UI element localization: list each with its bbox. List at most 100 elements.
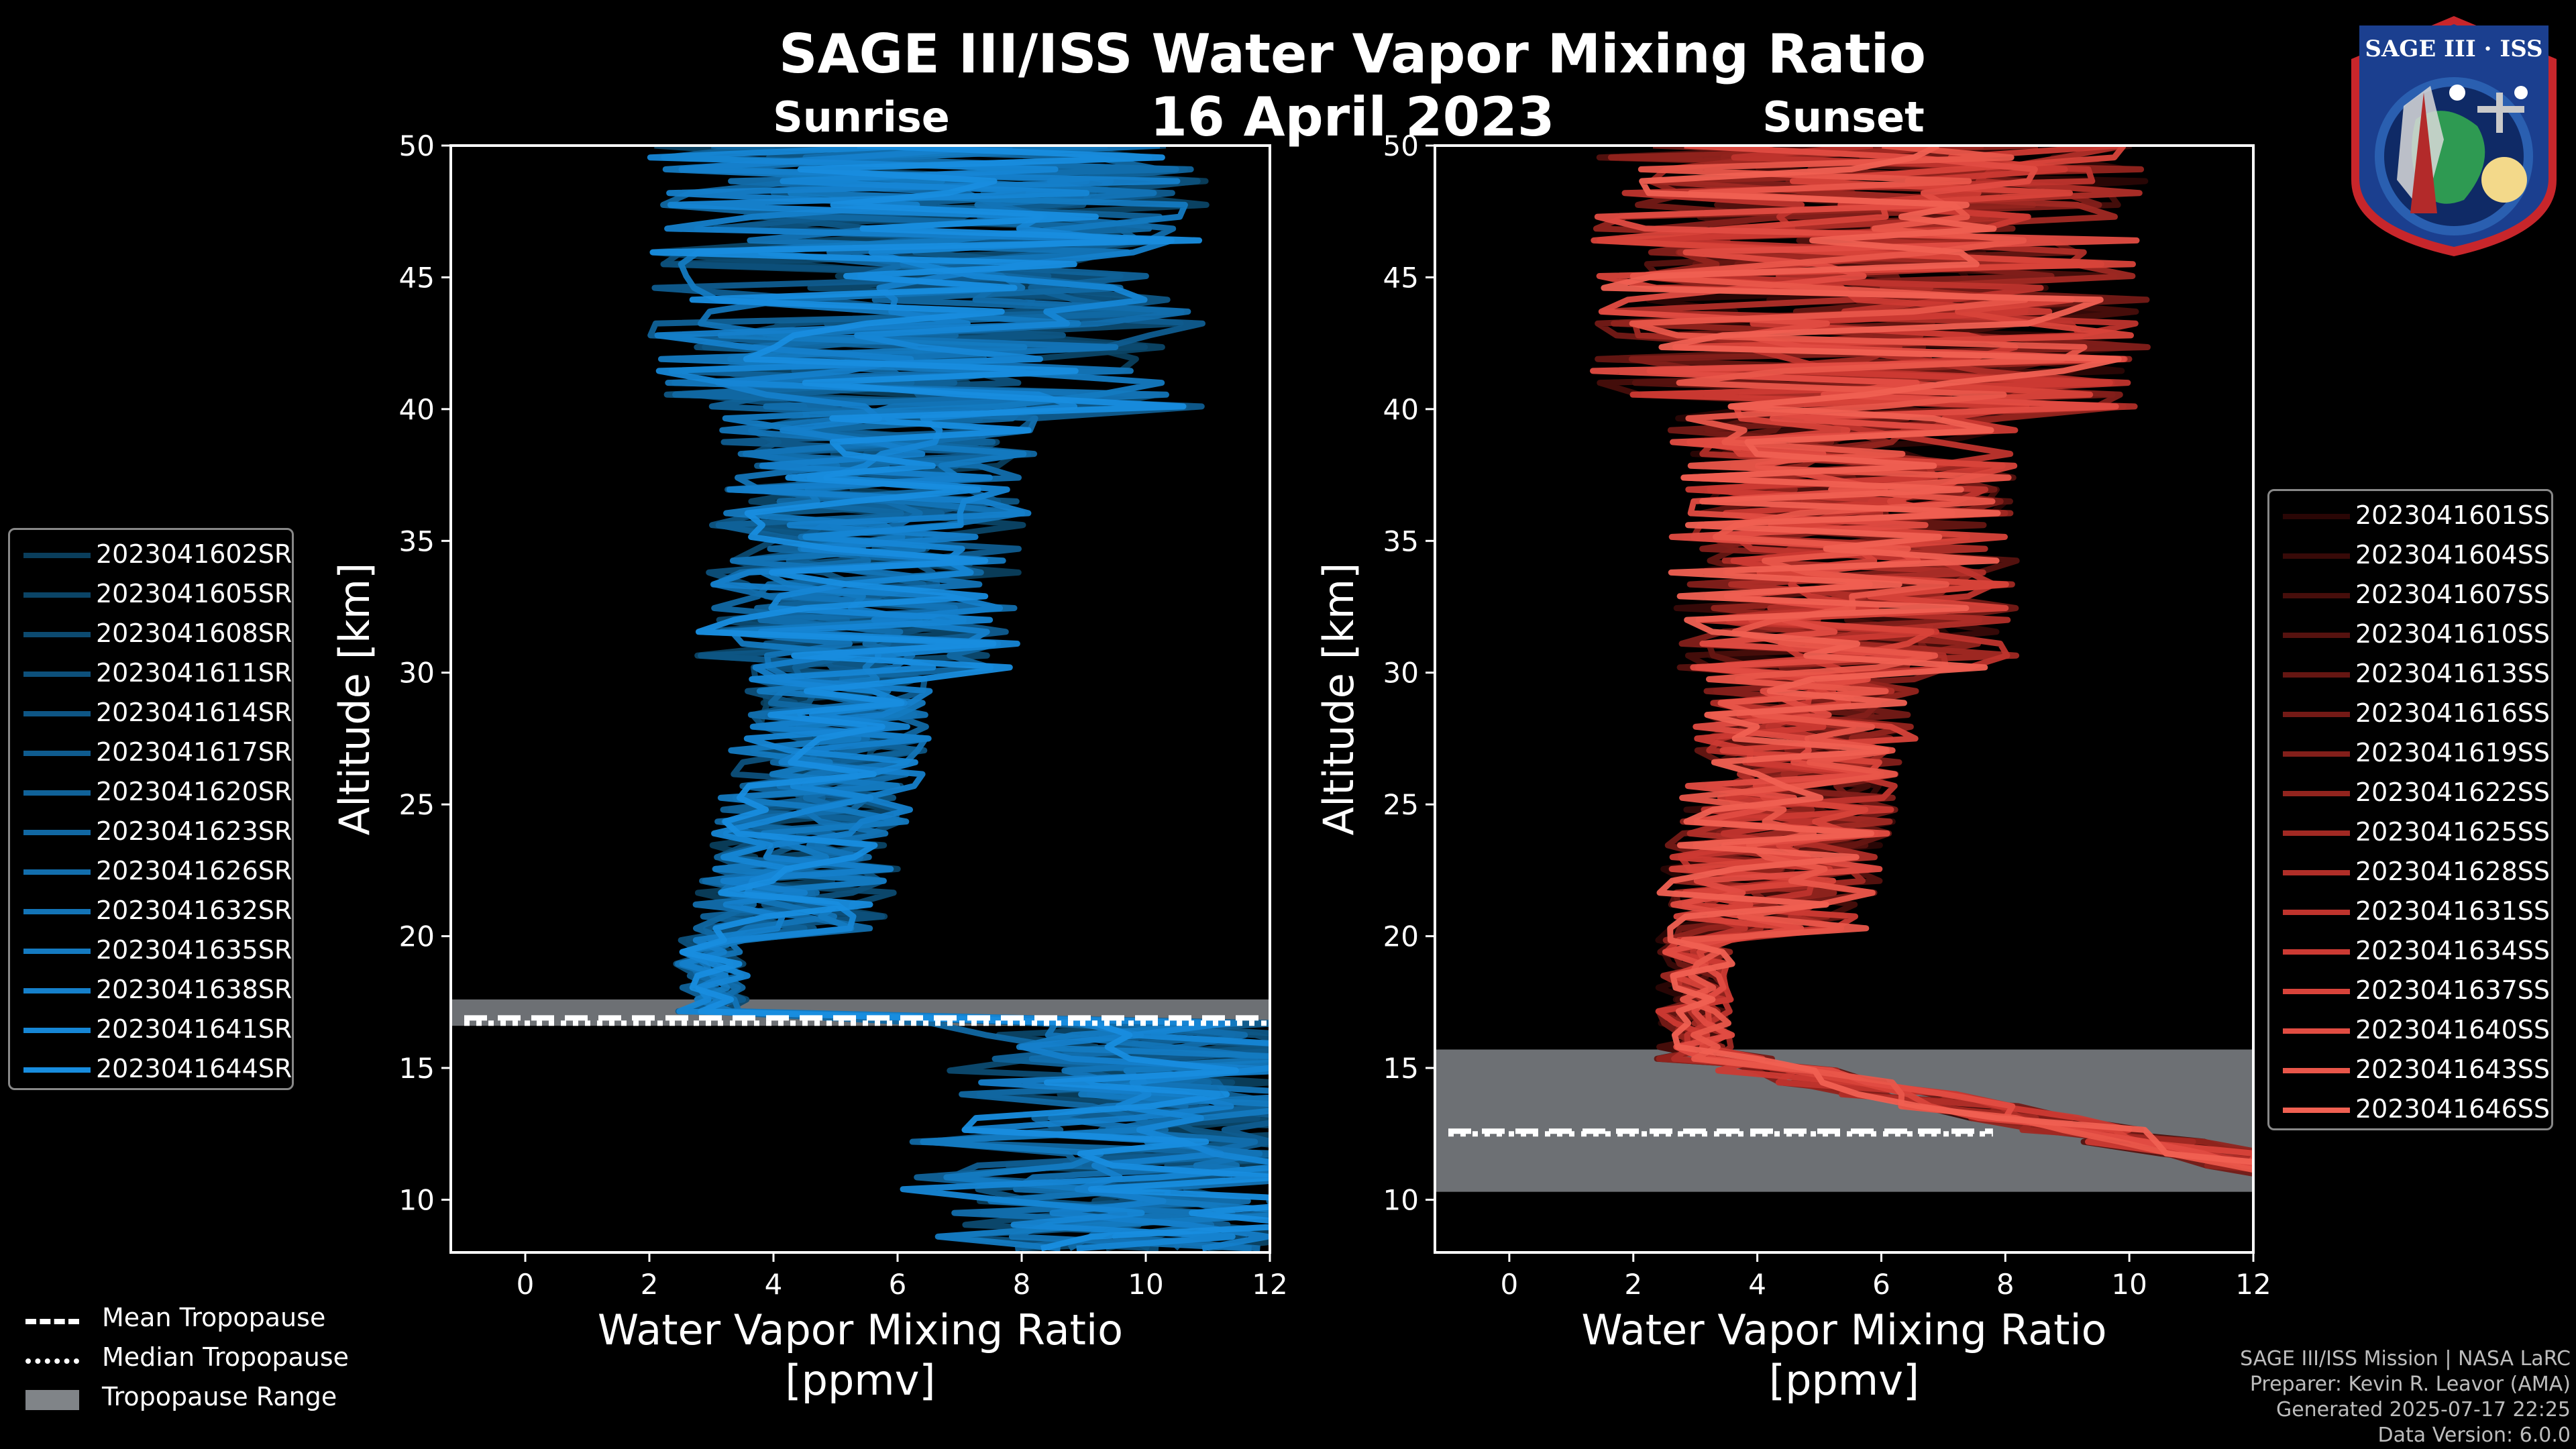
tropopause-legend-swatch-dotted: [25, 1358, 79, 1364]
sr-xtick-label-10: 10: [1128, 1268, 1163, 1301]
ss-profiles: [1435, 146, 2253, 1192]
ss-legend-label: 2023041637SS: [2355, 975, 2551, 1005]
ss-ytick-label-40: 40: [1383, 393, 1419, 426]
sr-legend-swatch: [23, 711, 91, 716]
sr-legend-swatch: [23, 869, 91, 875]
sr-profiles: [451, 146, 1270, 1252]
sr-legend-label: 2023041638SR: [96, 975, 292, 1004]
sr-legend-label: 2023041644SR: [96, 1054, 292, 1083]
sr-axes-frame: [449, 144, 1271, 1254]
ss-legend-label: 2023041610SS: [2355, 619, 2551, 649]
ss-legend-swatch: [2283, 553, 2350, 559]
sr-ytick-label-50: 50: [399, 129, 435, 162]
credit-line: SAGE III/ISS Mission | NASA LaRC: [2240, 1347, 2571, 1371]
ss-legend-swatch: [2283, 1028, 2350, 1034]
ss-legend-label: 2023041622SS: [2355, 777, 2551, 807]
ss-legend-label: 2023041646SS: [2355, 1094, 2551, 1124]
ss-xtick-label-10: 10: [2111, 1268, 2147, 1301]
ss-legend-swatch: [2283, 989, 2350, 994]
sr-xtick-label-12: 12: [1252, 1268, 1287, 1301]
ss-ytick-label-35: 35: [1383, 525, 1419, 557]
sr-legend-swatch: [23, 553, 91, 558]
logo-text: SAGE III · ISS: [2365, 36, 2542, 62]
ss-xlabel-line1: Water Vapor Mixing Ratio: [1581, 1305, 2106, 1354]
ss-legend-label: 2023041625SS: [2355, 817, 2551, 847]
sunset-legend: 2023041601SS 2023041604SS 2023041607SS 2023…: [2267, 489, 2553, 1130]
ss-legend-label: 2023041616SS: [2355, 698, 2551, 728]
sr-legend-label: 2023041632SR: [96, 896, 292, 925]
ss-legend-swatch: [2283, 593, 2350, 598]
ss-xtick-label-4: 4: [1748, 1268, 1766, 1301]
credit-line: Data Version: 6.0.0: [2377, 1424, 2571, 1447]
ss-legend-swatch: [2283, 712, 2350, 717]
sr-ytick-label-45: 45: [399, 261, 435, 294]
sr-legend-label: 2023041623SR: [96, 816, 292, 846]
ss-legend-label: 2023041631SS: [2355, 896, 2551, 926]
ss-ytick-label-45: 45: [1383, 261, 1419, 294]
sr-ytick-label-35: 35: [399, 525, 435, 557]
figure-date: 16 April 2023: [1150, 86, 1555, 148]
sr-profile-2023041641SR: [647, 146, 1270, 1252]
ss-legend-swatch: [2283, 791, 2350, 796]
ss-xtick-label-0: 0: [1501, 1268, 1519, 1301]
sr-profile-2023041644SR: [649, 146, 1270, 1252]
sr-ytick-label-25: 25: [399, 788, 435, 821]
sunrise-panel-title: Sunrise: [773, 93, 950, 142]
sunset-panel-title: Sunset: [1762, 93, 1925, 142]
ss-ytick-label-25: 25: [1383, 788, 1419, 821]
sr-legend-label: 2023041611SR: [96, 658, 292, 688]
tropopause-legend-label: Tropopause Range: [102, 1382, 337, 1411]
ss-xtick-label-8: 8: [1996, 1268, 2015, 1301]
sr-legend-label: 2023041635SR: [96, 935, 292, 965]
sr-legend-swatch: [23, 751, 91, 756]
sr-legend-swatch: [23, 909, 91, 914]
sr-legend-swatch: [23, 1028, 91, 1033]
sr-xlabel-line2: [ppmv]: [785, 1356, 935, 1405]
sr-xtick-label-4: 4: [765, 1268, 783, 1301]
ss-ytick-label-15: 15: [1383, 1052, 1419, 1085]
sage-iii-iss-mission-logo: SAGE III · ISS: [2351, 16, 2557, 256]
ss-legend-swatch: [2283, 633, 2350, 638]
ss-ytick-label-30: 30: [1383, 657, 1419, 690]
ss-legend-swatch: [2283, 1068, 2350, 1073]
sr-legend-label: 2023041605SR: [96, 579, 292, 608]
sr-legend-swatch: [23, 830, 91, 835]
ss-legend-swatch: [2283, 910, 2350, 915]
ss-legend-swatch: [2283, 1108, 2350, 1113]
ss-legend-swatch: [2283, 751, 2350, 757]
ss-legend-label: 2023041619SS: [2355, 738, 2551, 767]
sr-legend-swatch: [23, 1067, 91, 1073]
sr-legend-label: 2023041617SR: [96, 737, 292, 767]
tropopause-legend-label: Median Tropopause: [102, 1342, 349, 1372]
sr-legend-swatch: [23, 592, 91, 598]
sr-xtick-label-0: 0: [517, 1268, 535, 1301]
sr-legend-swatch: [23, 790, 91, 796]
ss-legend-label: 2023041607SS: [2355, 580, 2551, 609]
ss-xlabel-line2: [ppmv]: [1769, 1356, 1919, 1405]
sr-legend-swatch: [23, 949, 91, 954]
sr-ytick-label-10: 10: [399, 1183, 435, 1216]
sr-xtick-label-6: 6: [889, 1268, 907, 1301]
ss-ytick-label-10: 10: [1383, 1183, 1419, 1216]
ss-xtick-label-2: 2: [1624, 1268, 1642, 1301]
ss-xtick-label-12: 12: [2235, 1268, 2271, 1301]
tropopause-legend-swatch-box: [25, 1390, 79, 1410]
sr-legend-label: 2023041608SR: [96, 619, 292, 648]
ss-legend-swatch: [2283, 949, 2350, 955]
ss-legend-label: 2023041601SS: [2355, 500, 2551, 530]
figure-title: SAGE III/ISS Water Vapor Mixing Ratio: [778, 23, 1927, 85]
sr-ytick-label-20: 20: [399, 920, 435, 953]
sr-legend-label: 2023041614SR: [96, 698, 292, 727]
ss-legend-swatch: [2283, 514, 2350, 519]
sunrise-legend: 2023041602SR 2023041605SR 2023041608SR 2023…: [8, 528, 294, 1090]
sr-xlabel-line1: Water Vapor Mixing Ratio: [598, 1305, 1123, 1354]
sr-ylabel: Altitude [km]: [330, 563, 379, 836]
credit-line: Generated 2025-07-17 22:25: [2275, 1398, 2571, 1421]
ss-legend-swatch: [2283, 830, 2350, 836]
ss-axes-frame: [1434, 144, 2255, 1254]
tropopause-legend-label: Mean Tropopause: [102, 1303, 326, 1332]
ss-legend-swatch: [2283, 672, 2350, 678]
tropopause-legend-swatch-dashed: [25, 1319, 79, 1324]
sr-legend-swatch: [23, 672, 91, 677]
